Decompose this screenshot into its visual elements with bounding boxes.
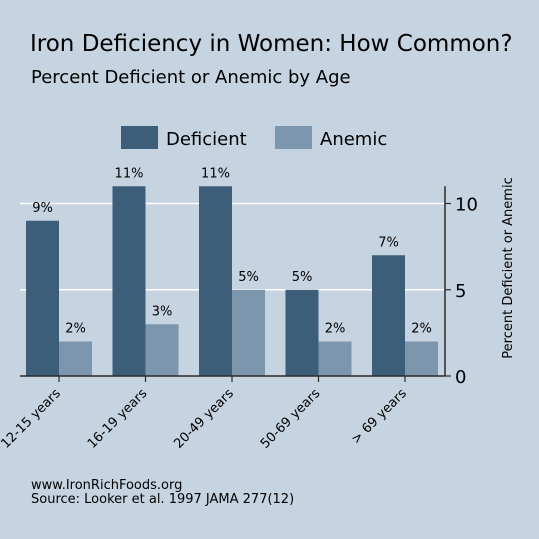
data-label-anemic-2: 5% bbox=[238, 270, 259, 285]
category-label-1: 16-19 years bbox=[85, 386, 151, 452]
legend: Deficient Anemic bbox=[121, 126, 387, 150]
bar-deficient-0 bbox=[26, 220, 59, 376]
data-label-deficient-3: 5% bbox=[292, 270, 313, 285]
category-label-3: 50-69 years bbox=[258, 386, 324, 452]
data-label-deficient-1: 11% bbox=[115, 166, 144, 181]
legend-label-anemic: Anemic bbox=[320, 129, 387, 150]
bar-deficient-2 bbox=[199, 186, 232, 376]
y-tick-label-5: 5 bbox=[455, 281, 466, 302]
legend-swatch-anemic bbox=[275, 126, 312, 149]
category-label-0: 12-15 years bbox=[0, 386, 64, 452]
y-tick-label-10: 10 bbox=[455, 195, 478, 216]
bar-deficient-3 bbox=[285, 289, 319, 376]
data-label-deficient-0: 9% bbox=[32, 201, 53, 216]
data-label-anemic-3: 2% bbox=[325, 322, 346, 337]
legend-label-deficient: Deficient bbox=[166, 129, 247, 150]
bar-anemic-2 bbox=[232, 289, 265, 376]
data-label-deficient-2: 11% bbox=[201, 166, 230, 181]
footer-source: Source: Looker et al. 1997 JAMA 277(12) bbox=[31, 492, 294, 507]
category-label-2: 20-49 years bbox=[171, 386, 237, 452]
bar-deficient-4 bbox=[372, 255, 405, 376]
bar-anemic-3 bbox=[318, 341, 352, 376]
bar-anemic-1 bbox=[145, 324, 179, 376]
bar-anemic-4 bbox=[405, 341, 438, 376]
chart-subtitle: Percent Deficient or Anemic by Age bbox=[31, 67, 351, 88]
bar-deficient-1 bbox=[112, 186, 146, 376]
data-label-anemic-0: 2% bbox=[65, 322, 86, 337]
data-label-anemic-1: 3% bbox=[152, 304, 173, 319]
data-label-deficient-4: 7% bbox=[378, 235, 399, 250]
y-axis-label: Percent Deficient or Anemic bbox=[501, 177, 516, 358]
footer-website: www.IronRichFoods.org bbox=[31, 478, 182, 493]
bars bbox=[26, 186, 438, 376]
chart-title: Iron Deficiency in Women: How Common? bbox=[30, 31, 513, 57]
data-label-anemic-4: 2% bbox=[411, 322, 432, 337]
legend-swatch-deficient bbox=[121, 126, 158, 149]
y-tick-label-0: 0 bbox=[455, 367, 466, 388]
axes bbox=[20, 186, 451, 382]
category-label-4: > 69 years bbox=[349, 386, 410, 447]
bar-anemic-0 bbox=[59, 341, 92, 376]
